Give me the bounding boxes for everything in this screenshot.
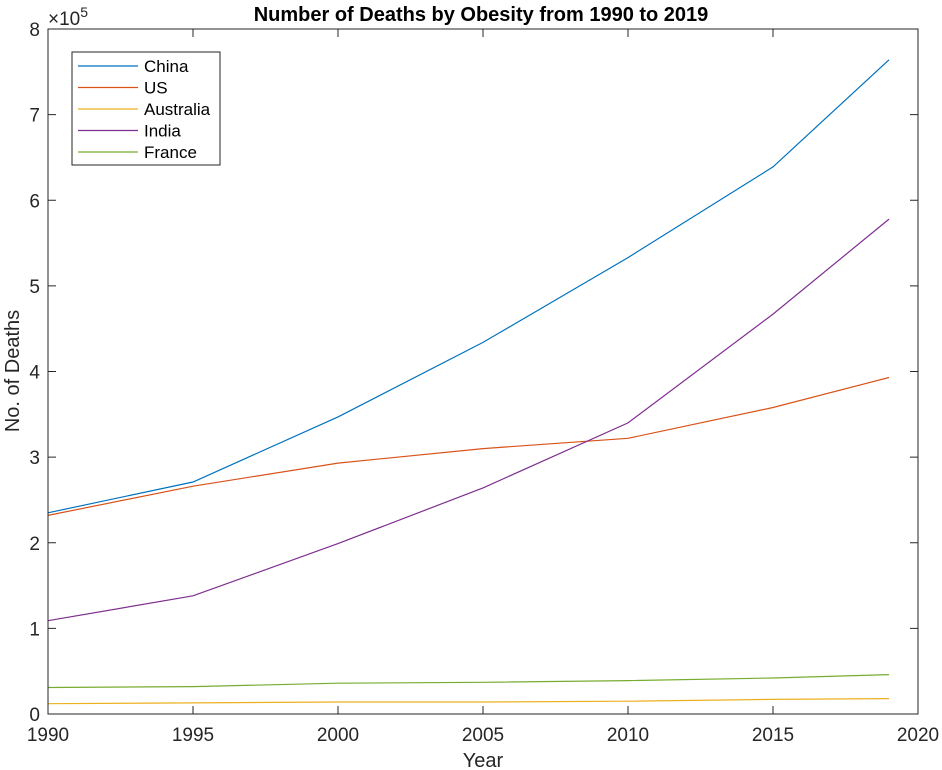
y-tick-label: 5 [29, 277, 40, 298]
x-axis-title: Year [463, 750, 504, 770]
y-exponent-label: ×105 [48, 4, 88, 30]
legend-label-france: France [144, 143, 197, 162]
x-tick-label: 1990 [27, 725, 69, 746]
plot-frame [47, 28, 919, 715]
ticks-layer: 1990 1995 2000 2005 2010 2015 2020 0 1 2 3 4 5 6 7 8 [27, 20, 939, 746]
series-line-india [47, 218, 890, 622]
series-line-france [47, 674, 890, 689]
legend-items: China US Australia India France [78, 57, 211, 162]
x-tick-label: 2015 [752, 725, 794, 746]
y-tick-label: 1 [29, 619, 40, 640]
x-tick-label: 2005 [462, 725, 504, 746]
y-tick-label: 0 [29, 705, 40, 726]
legend-label-india: India [144, 122, 181, 141]
y-tick-label: 6 [29, 191, 40, 212]
y-tick-label: 7 [29, 106, 40, 127]
legend-label-australia: Australia [144, 100, 211, 119]
y-tick-label: 2 [29, 534, 40, 555]
series-line-china [47, 59, 890, 514]
y-axis-title: No. of Deaths [2, 310, 24, 432]
legend: China US Australia India France [71, 51, 221, 166]
x-tick-label: 2000 [317, 725, 359, 746]
series-line-australia [47, 697, 890, 705]
y-tick-label: 4 [29, 363, 40, 384]
series-line-us [47, 376, 890, 516]
x-tick-label: 2020 [897, 725, 939, 746]
legend-label-us: US [144, 79, 168, 98]
x-tick-label: 1995 [172, 725, 214, 746]
chart-title: Number of Deaths by Obesity from 1990 to… [254, 4, 709, 26]
x-tick-label: 2010 [607, 725, 649, 746]
legend-label-china: China [144, 57, 189, 76]
series-layer [47, 59, 890, 705]
y-tick-label: 3 [29, 448, 40, 469]
y-tick-label: 8 [29, 20, 40, 41]
